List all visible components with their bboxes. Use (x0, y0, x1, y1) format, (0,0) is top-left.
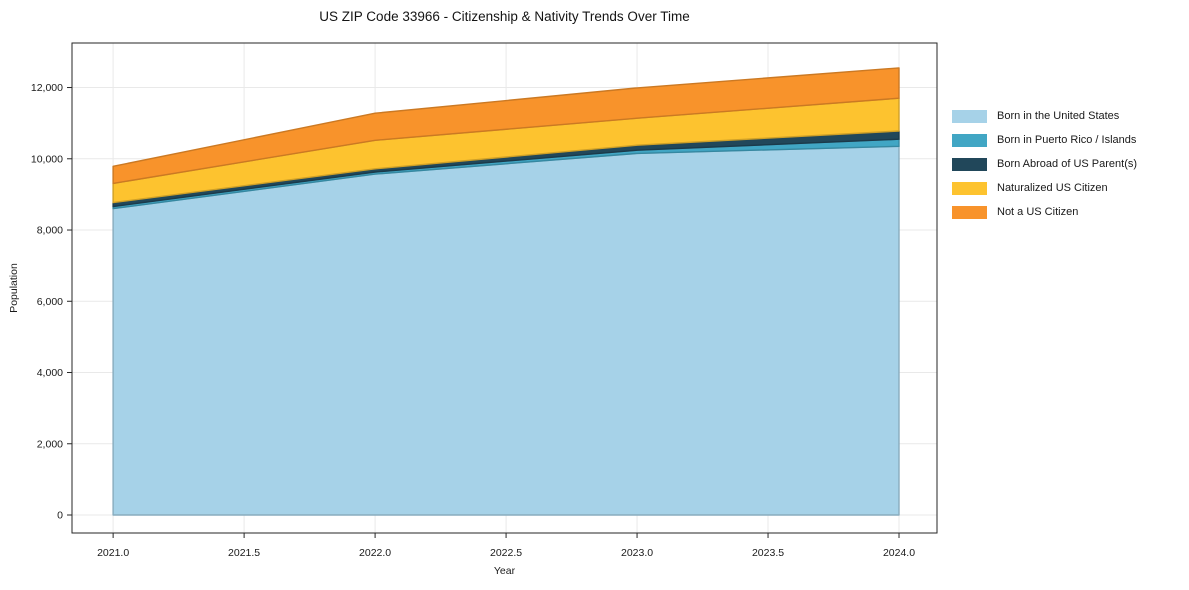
legend-label: Born in Puerto Rico / Islands (997, 134, 1137, 146)
legend-swatch (952, 157, 987, 171)
legend-swatch (952, 133, 987, 147)
y-tick-label: 6,000 (37, 296, 63, 308)
legend-swatch (952, 181, 987, 195)
legend-label: Not a US Citizen (997, 206, 1079, 218)
legend-swatch (952, 205, 987, 219)
x-tick-label: 2024.0 (883, 547, 915, 559)
legend-item-2: Born Abroad of US Parent(s) (952, 152, 1137, 176)
chart-title: US ZIP Code 33966 - Citizenship & Nativi… (319, 9, 690, 24)
x-tick-label: 2021.0 (97, 547, 129, 559)
plot-frame (71, 42, 938, 534)
x-tick-label: 2023.5 (752, 547, 784, 559)
area-series-0 (112, 145, 900, 516)
legend-item-0: Born in the United States (952, 104, 1137, 128)
y-tick-label: 8,000 (37, 225, 63, 237)
legend-item-4: Not a US Citizen (952, 200, 1137, 224)
legend-label: Born in the United States (997, 110, 1120, 122)
y-tick-label: 10,000 (31, 153, 63, 165)
legend-swatch (952, 109, 987, 123)
x-tick-label: 2022.0 (359, 547, 391, 559)
legend-item-3: Naturalized US Citizen (952, 176, 1137, 200)
legend-label: Born Abroad of US Parent(s) (997, 158, 1138, 170)
x-tick-label: 2022.5 (490, 547, 522, 559)
y-tick-label: 0 (57, 510, 63, 522)
legend: Born in the United States Born in Puerto … (952, 104, 1137, 224)
legend-label: Naturalized US Citizen (997, 182, 1108, 194)
y-axis-label: Population (8, 263, 20, 313)
x-axis-label: Year (493, 565, 516, 577)
x-tick-label: 2021.5 (228, 547, 260, 559)
y-tick-label: 4,000 (37, 367, 63, 379)
legend-item-1: Born in Puerto Rico / Islands (952, 128, 1137, 152)
y-tick-label: 2,000 (37, 438, 63, 450)
y-tick-label: 12,000 (31, 82, 63, 94)
area-series-4 (112, 67, 900, 185)
x-tick-label: 2023.0 (621, 547, 653, 559)
